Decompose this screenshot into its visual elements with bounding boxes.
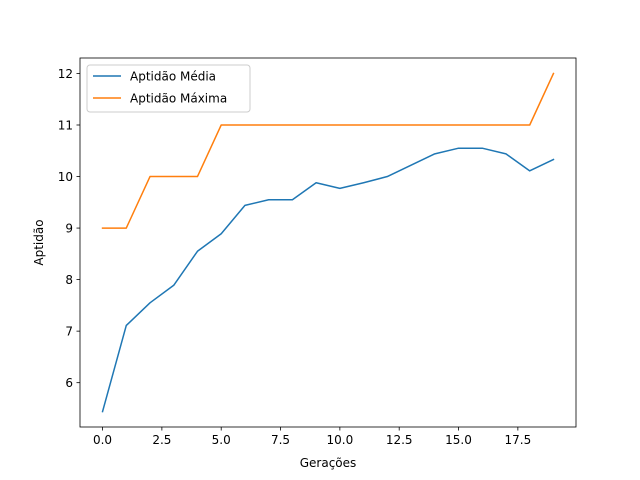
x-axis: 0.0 2.5 5.0 7.5 10.0 12.5 15.0 17.5 (93, 427, 531, 447)
y-tick-label: 12 (58, 67, 73, 81)
legend-box (86, 64, 251, 113)
y-tick-label: 7 (65, 324, 73, 338)
x-tick-label: 17.5 (504, 433, 531, 447)
plot-frame (79, 57, 577, 428)
x-tick-label: 12.5 (386, 433, 413, 447)
y-tick-label: 11 (58, 118, 73, 132)
legend-label-aptidao-media: Aptidão Média (130, 70, 216, 84)
x-tick-label: 2.5 (152, 433, 171, 447)
series-line-1 (101, 72, 555, 229)
series-line-0 (101, 147, 555, 413)
y-axis: 6 7 8 9 10 11 12 (58, 67, 80, 390)
legend-label-aptidao-maxima: Aptidão Máxima (130, 92, 227, 106)
y-axis-label: Aptidão (32, 219, 46, 265)
x-tick-label: 10.0 (327, 433, 354, 447)
legend: Aptidão Média Aptidão Máxima (86, 64, 251, 113)
x-axis-label: Gerações (300, 456, 357, 470)
x-tick-label: 5.0 (212, 433, 231, 447)
x-tick-label: 7.5 (271, 433, 290, 447)
x-tick-label: 0.0 (93, 433, 112, 447)
y-tick-label: 6 (65, 376, 73, 390)
plot-series (101, 72, 555, 413)
x-tick-label: 15.0 (445, 433, 472, 447)
y-tick-label: 8 (65, 273, 73, 287)
y-tick-label: 10 (58, 170, 73, 184)
y-tick-label: 9 (65, 221, 73, 235)
